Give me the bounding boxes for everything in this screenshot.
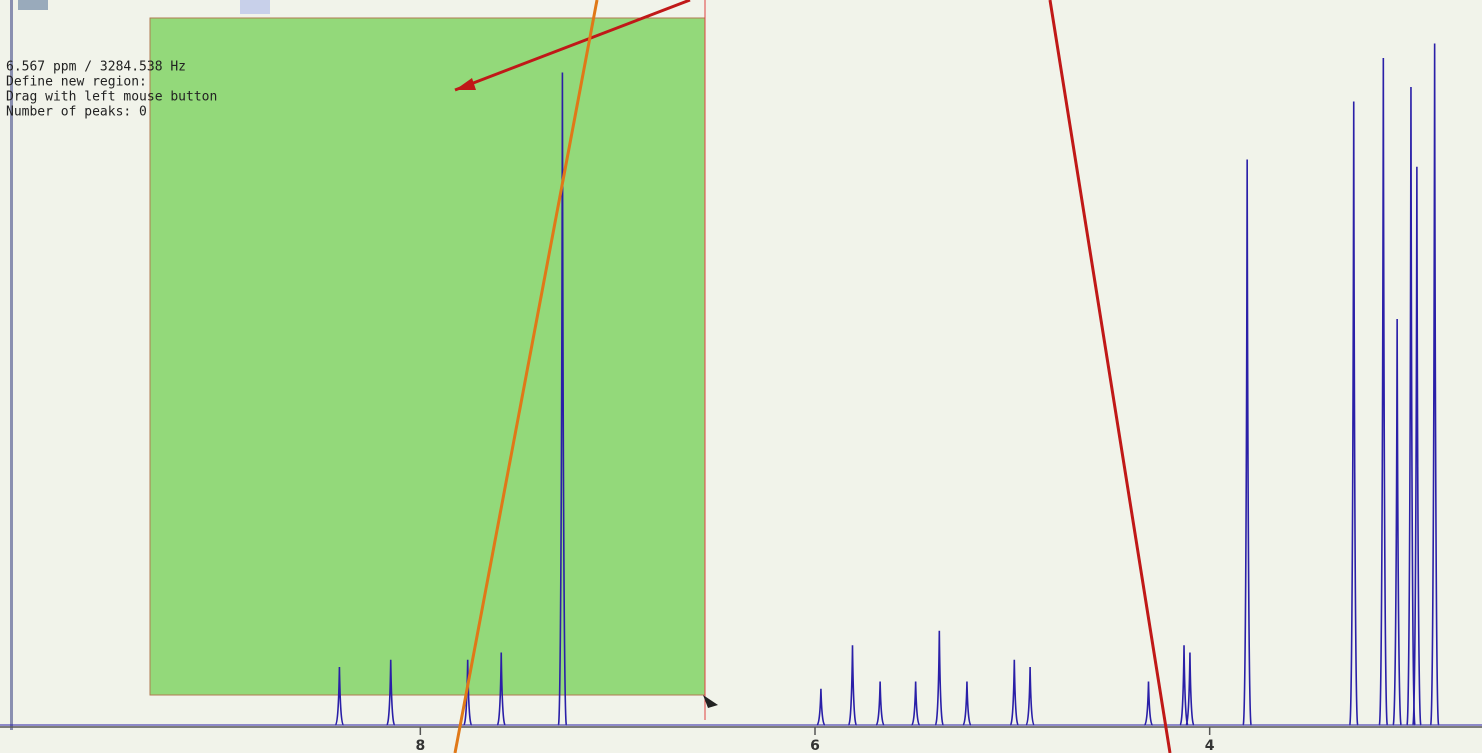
nmr-window: 6.567 ppm / 3284.538 Hz Define new regio… bbox=[0, 0, 1482, 753]
selected-region bbox=[150, 18, 705, 695]
status-text: 6.567 ppm / 3284.538 Hz bbox=[6, 60, 186, 75]
status-text: Drag with left mouse button bbox=[6, 90, 217, 105]
x-tick-label: 8 bbox=[415, 738, 425, 753]
x-tick-label: 6 bbox=[810, 738, 820, 753]
x-tick-label: 4 bbox=[1205, 738, 1215, 753]
toolbar-icon[interactable] bbox=[18, 0, 48, 10]
toolbar-icon[interactable] bbox=[240, 0, 270, 14]
status-text: Define new region: bbox=[6, 75, 147, 90]
status-text: Number of peaks: 0 bbox=[6, 105, 147, 120]
page: 6.567 ppm / 3284.538 Hz Define new regio… bbox=[0, 0, 1482, 753]
